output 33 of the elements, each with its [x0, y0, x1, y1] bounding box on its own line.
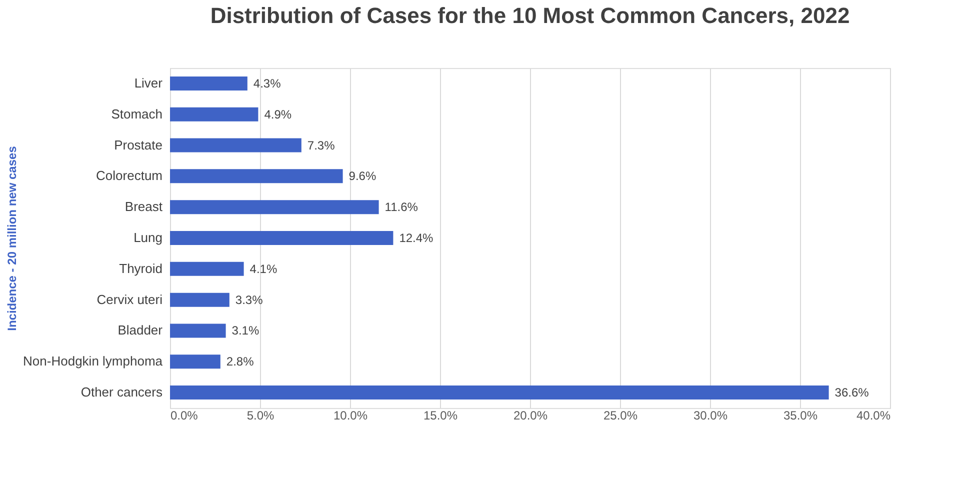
data-label: 7.3%	[307, 138, 336, 152]
data-label: 12.4%	[399, 231, 434, 245]
y-tick-label: Prostate	[114, 137, 162, 152]
data-label: 3.3%	[235, 292, 264, 307]
y-tick-label: Thyroid	[119, 260, 162, 276]
y-tick-label: Colorectum	[96, 168, 162, 184]
data-label: 2.8%	[226, 354, 254, 369]
y-tick-label: Lung	[134, 230, 162, 245]
x-tick-label: 20.0%	[513, 408, 548, 422]
x-tick-label: 15.0%	[423, 408, 458, 422]
data-label: 9.6%	[348, 169, 376, 184]
x-tick-label: 5.0%	[246, 408, 274, 422]
x-tick-label: 10.0%	[333, 408, 368, 422]
x-tick-label: 0.0%	[170, 408, 198, 422]
y-tick-label: Stomach	[111, 106, 162, 122]
y-tick-label: Liver	[134, 75, 164, 90]
data-label: 4.3%	[253, 76, 282, 90]
y-axis-title: Incidence - 20 million new cases	[5, 146, 20, 331]
y-tick-label: Breast	[124, 199, 163, 214]
data-label: 11.6%	[384, 200, 418, 214]
data-label: 4.9%	[264, 107, 292, 122]
data-label: 4.1%	[250, 262, 278, 276]
y-tick-label: Other cancers	[80, 384, 163, 400]
x-tick-label: 35.0%	[783, 408, 818, 422]
x-tick-label: 25.0%	[603, 408, 638, 422]
data-label: 36.6%	[834, 386, 870, 400]
y-tick-label: Cervix uteri	[96, 292, 163, 307]
x-tick-label: 30.0%	[693, 408, 728, 422]
x-tick-label: 40.0%	[856, 408, 891, 422]
data-label: 3.1%	[232, 324, 260, 338]
y-tick-label: Non-Hodgkin lymphoma	[23, 354, 164, 369]
y-tick-label: Bladder	[118, 322, 164, 338]
chart-title: Distribution of Cases for the 10 Most Common Cancers, 2022	[210, 3, 850, 28]
